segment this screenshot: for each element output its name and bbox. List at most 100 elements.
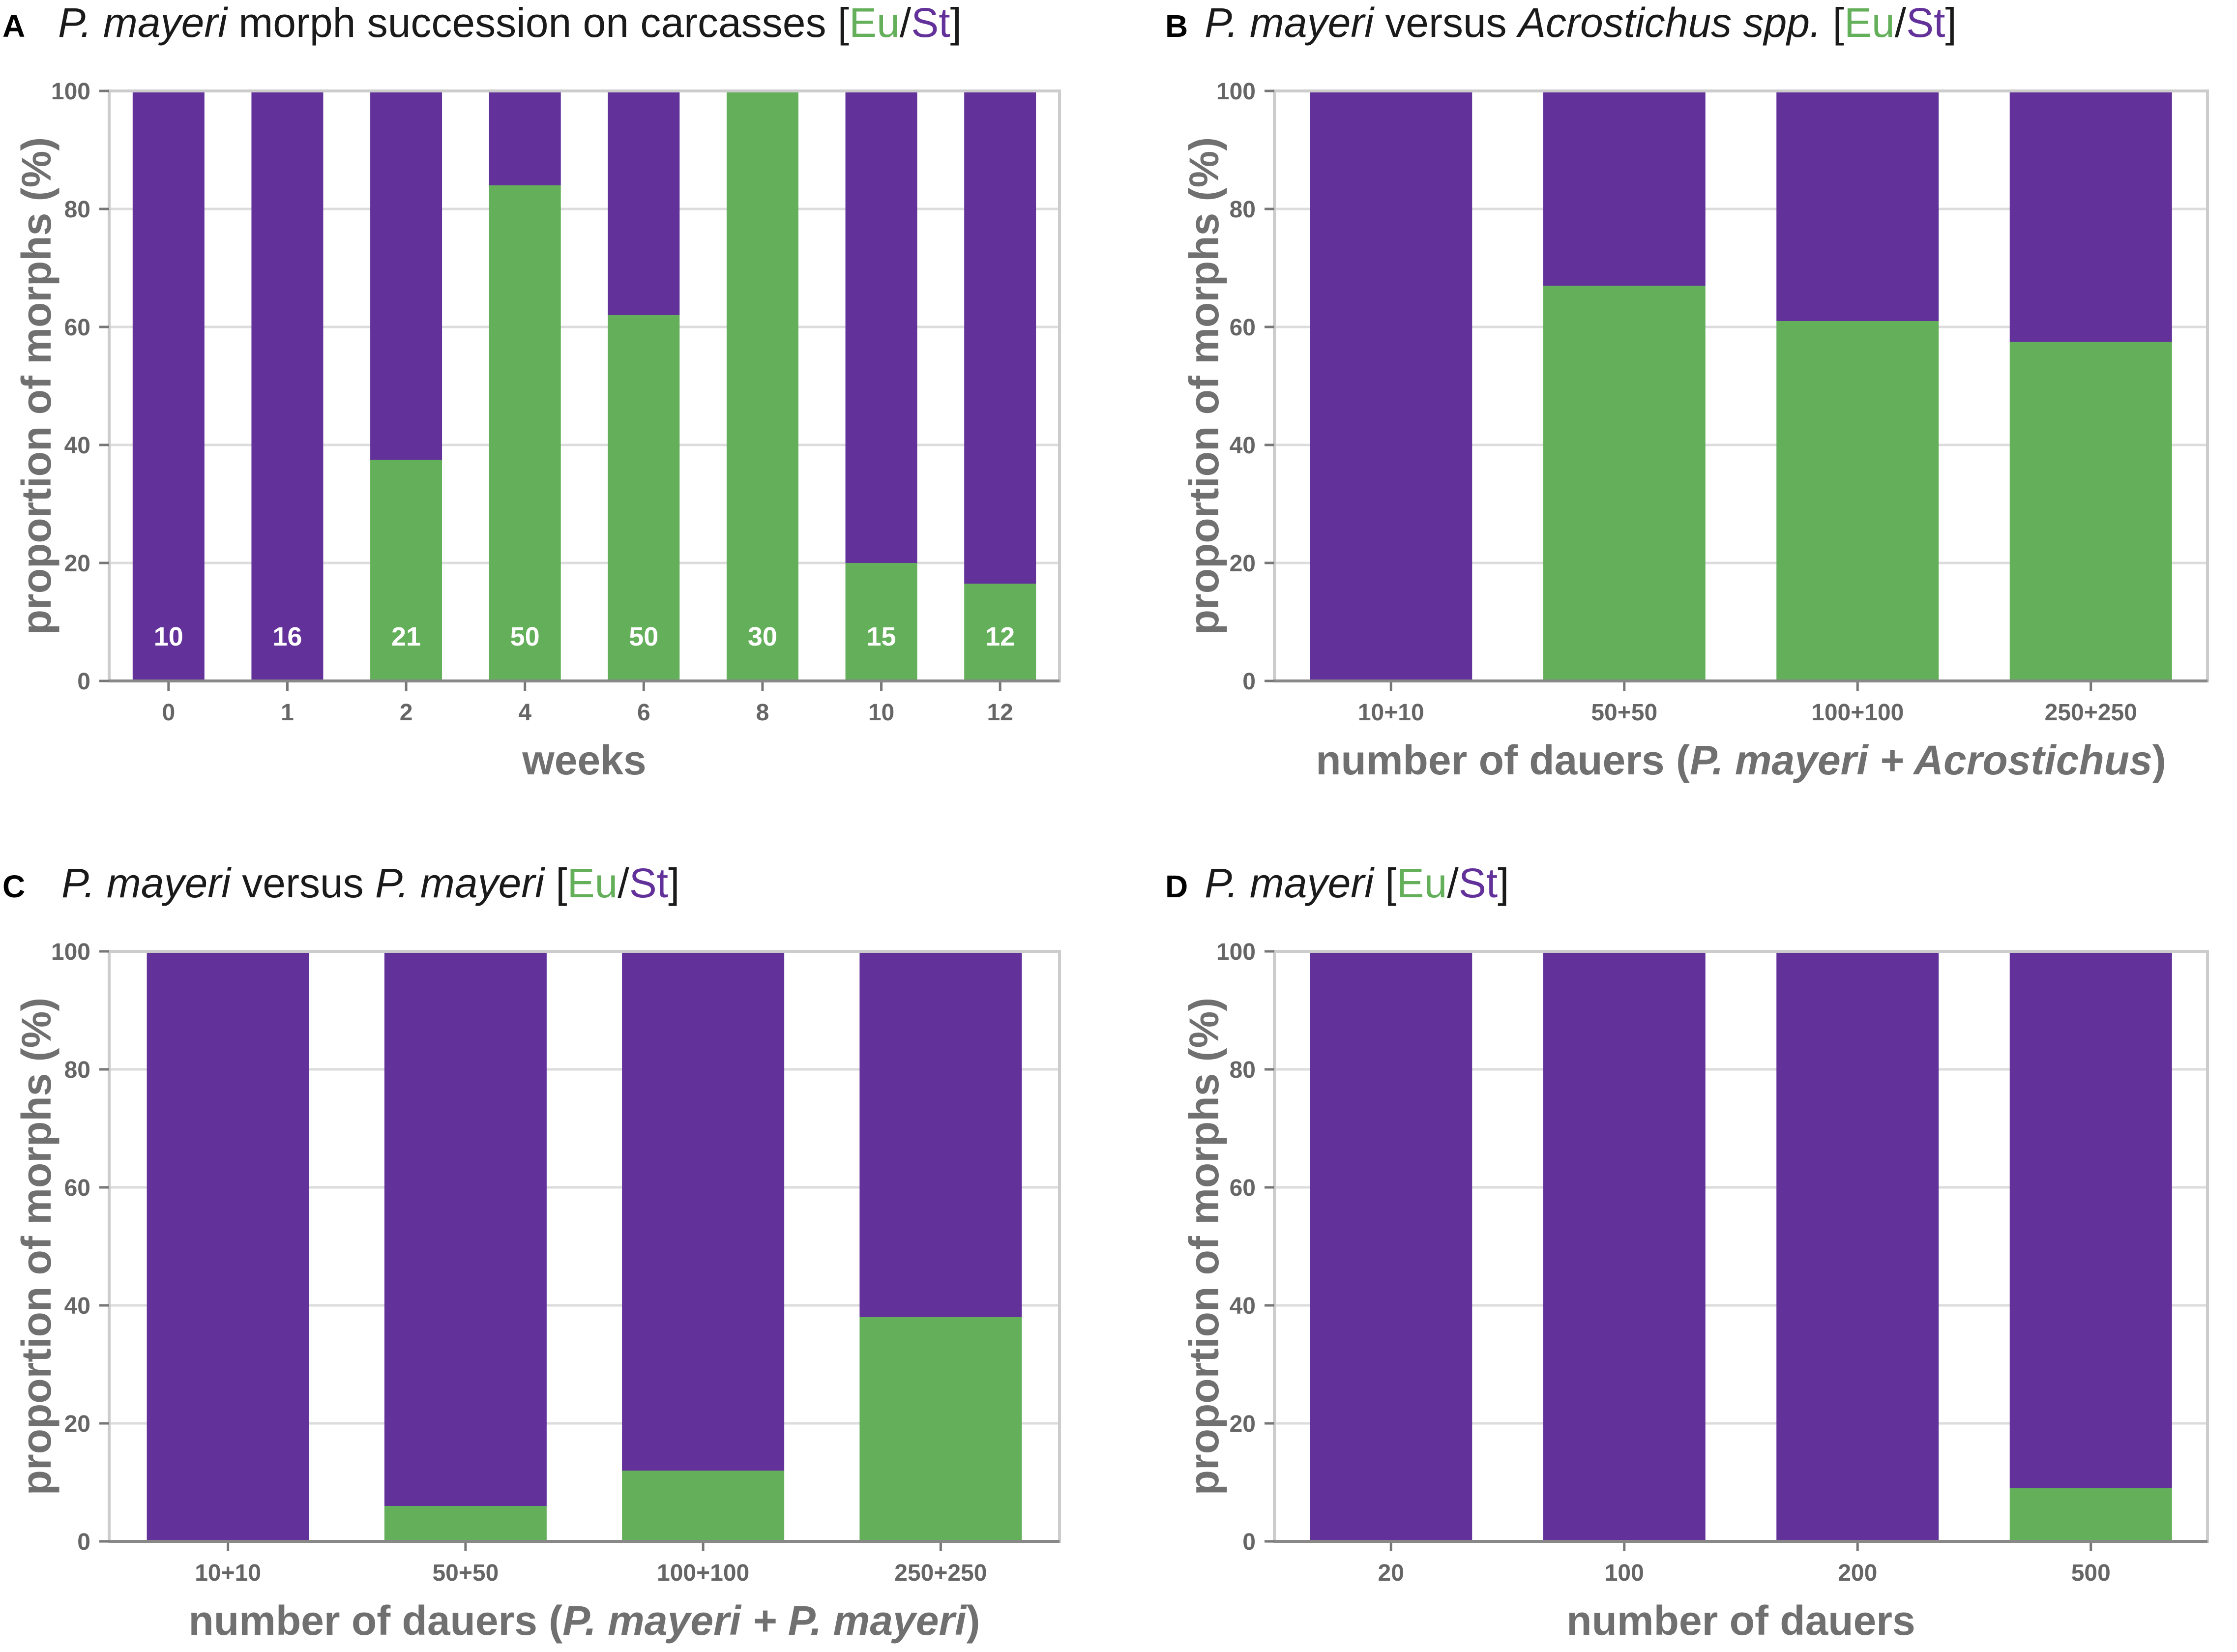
x-tick-label: 100+100 bbox=[1811, 700, 1904, 726]
legend-eu: Eu bbox=[1844, 0, 1895, 46]
bar-st-10 bbox=[845, 91, 917, 563]
bar-count-label: 10 bbox=[154, 622, 183, 651]
panel-letter: D bbox=[1165, 869, 1188, 904]
bar-eu-10 bbox=[845, 563, 917, 681]
bar-count-label: 50 bbox=[510, 622, 540, 651]
panel-title: P. mayeri morph succession on carcasses … bbox=[58, 0, 962, 46]
legend-bracket-close: ] bbox=[950, 0, 962, 46]
y-tick-label: 0 bbox=[77, 1529, 90, 1555]
bar-eu-50+50 bbox=[384, 1506, 547, 1541]
panel-title: P. mayeri [Eu/St] bbox=[1205, 860, 1509, 906]
x-tick-label: 250+250 bbox=[894, 1560, 987, 1586]
y-tick-label: 60 bbox=[64, 315, 90, 341]
legend-bracket-open: [ bbox=[1385, 860, 1396, 906]
x-tick-label: 12 bbox=[987, 700, 1013, 726]
y-tick-label: 80 bbox=[1230, 197, 1256, 223]
legend-eu: Eu bbox=[849, 0, 900, 46]
x-tick-label: 10+10 bbox=[195, 1560, 261, 1586]
legend-st: St bbox=[629, 860, 668, 906]
bar-eu-250+250 bbox=[859, 1317, 1022, 1541]
y-tick-label: 80 bbox=[64, 1057, 90, 1083]
panel-title: P. mayeri versus Acrostichus spp. [Eu/St… bbox=[1205, 0, 1957, 46]
x-tick-label: 8 bbox=[756, 700, 769, 726]
bar-eu-4 bbox=[489, 185, 561, 681]
y-tick-label: 60 bbox=[1230, 315, 1256, 341]
y-tick-label: 40 bbox=[64, 1293, 90, 1319]
x-tick-label: 100 bbox=[1605, 1560, 1644, 1586]
bar-st-100 bbox=[1543, 951, 1706, 1541]
bar-st-4 bbox=[489, 91, 561, 185]
bar-count-label: 30 bbox=[748, 622, 777, 651]
bar-st-2 bbox=[370, 91, 442, 460]
panel-c: 10+10 50+50 100+100 250+250 0 20 40 60 80 100 prop… bbox=[2, 860, 1061, 1644]
bar-eu-50+50 bbox=[1543, 286, 1706, 681]
bar-count-label: 16 bbox=[272, 622, 302, 651]
bar-st-10+10 bbox=[147, 951, 309, 1541]
x-tick-label: 100+100 bbox=[657, 1560, 749, 1586]
legend-slash: / bbox=[618, 860, 629, 906]
y-tick-label: 80 bbox=[1230, 1057, 1256, 1083]
bar-eu-2 bbox=[370, 460, 442, 681]
y-tick-label: 100 bbox=[51, 79, 90, 105]
bar-eu-500 bbox=[2009, 1488, 2172, 1541]
bar-st-100+100 bbox=[622, 951, 785, 1471]
legend-st: St bbox=[1459, 860, 1498, 906]
y-tick-label: 0 bbox=[1242, 669, 1256, 695]
bar-st-100+100 bbox=[1776, 91, 1939, 321]
panel-d: 20 100 200 500 0 20 40 60 80 100 proportion of mor… bbox=[1165, 860, 2209, 1644]
y-tick-label: 20 bbox=[1230, 551, 1256, 577]
y-tick-label: 100 bbox=[1216, 939, 1256, 965]
legend-bracket-close: ] bbox=[1498, 860, 1509, 906]
x-axis-label: weeks bbox=[522, 737, 646, 783]
x-axis-label: number of dauers (P. mayeri + Acrostichu… bbox=[1316, 737, 2166, 783]
bar-st-20 bbox=[1310, 951, 1472, 1541]
bar-st-0 bbox=[132, 91, 205, 681]
x-tick-label: 20 bbox=[1378, 1560, 1404, 1586]
legend-slash: / bbox=[1447, 860, 1459, 906]
bar-count-label: 21 bbox=[391, 622, 421, 651]
y-tick-label: 60 bbox=[1230, 1175, 1256, 1201]
y-tick-label: 60 bbox=[64, 1175, 90, 1201]
legend-st: St bbox=[911, 0, 950, 46]
legend-eu: Eu bbox=[567, 860, 618, 906]
bar-st-10+10 bbox=[1310, 91, 1472, 681]
legend-bracket-close: ] bbox=[668, 860, 679, 906]
y-tick-label: 40 bbox=[64, 433, 90, 459]
y-tick-label: 100 bbox=[51, 939, 90, 965]
legend-st: St bbox=[1906, 0, 1945, 46]
panel-a: 0 10 1 16 2 21 4 50 6 50 8 30 10 15 12 12 0 20 40 60 80 100 pr… bbox=[2, 0, 1061, 783]
panel-b: 10+10 50+50 100+100 250+250 0 20 40 60 80 100 prop… bbox=[1165, 0, 2209, 783]
x-tick-label: 4 bbox=[518, 700, 531, 726]
x-tick-label: 2 bbox=[400, 700, 413, 726]
y-tick-label: 0 bbox=[77, 669, 90, 695]
legend-bracket-open: [ bbox=[838, 0, 849, 46]
x-tick-label: 1 bbox=[281, 700, 294, 726]
bar-eu-100+100 bbox=[1776, 321, 1939, 681]
bar-st-6 bbox=[608, 91, 680, 315]
x-tick-label: 50+50 bbox=[432, 1560, 499, 1586]
bar-st-12 bbox=[964, 91, 1036, 584]
y-axis-label: proportion of morphs (%) bbox=[1181, 137, 1227, 635]
legend-bracket-close: ] bbox=[1945, 0, 1956, 46]
legend-eu: Eu bbox=[1397, 860, 1447, 906]
y-axis-label: proportion of morphs (%) bbox=[1181, 998, 1227, 1496]
bar-eu-6 bbox=[608, 315, 680, 681]
y-tick-label: 100 bbox=[1216, 79, 1256, 105]
panel-letter: A bbox=[2, 8, 25, 44]
y-tick-label: 0 bbox=[1242, 1529, 1256, 1555]
x-tick-label: 500 bbox=[2071, 1560, 2111, 1586]
x-tick-label: 250+250 bbox=[2045, 700, 2137, 726]
bar-st-1 bbox=[251, 91, 324, 681]
bar-eu-250+250 bbox=[2009, 342, 2172, 681]
y-tick-label: 40 bbox=[1230, 1293, 1256, 1319]
bar-st-500 bbox=[2009, 951, 2172, 1488]
x-tick-label: 50+50 bbox=[1591, 700, 1657, 726]
legend-bracket-open: [ bbox=[556, 860, 567, 906]
legend-slash: / bbox=[1895, 0, 1907, 46]
x-axis-label: number of dauers (P. mayeri + P. mayeri) bbox=[189, 1597, 980, 1644]
panel-title: P. mayeri versus P. mayeri [Eu/St] bbox=[61, 860, 679, 906]
y-tick-label: 40 bbox=[1230, 433, 1256, 459]
bar-st-50+50 bbox=[1543, 91, 1706, 286]
bar-eu-12 bbox=[964, 584, 1036, 681]
